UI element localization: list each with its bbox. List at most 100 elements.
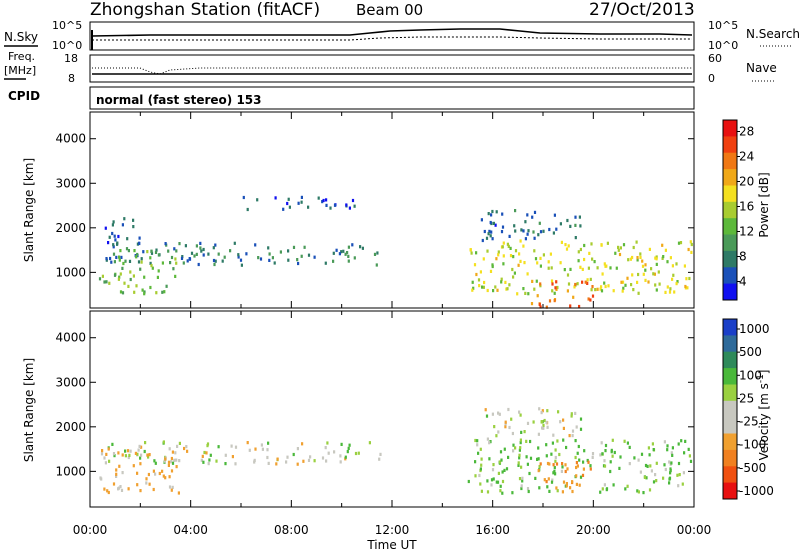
echo-cell [178,459,181,463]
ytick-label-2: 3000 [55,375,86,389]
echo-cell [644,268,647,272]
echo-cell [578,483,581,487]
echo-cell [604,264,607,268]
echo-cell [600,285,603,289]
echo-cell [579,475,583,479]
echo-cell [574,282,577,287]
echo-cell [664,467,667,472]
echo-cell [346,450,349,454]
echo-cell [224,453,227,457]
echo-cell [624,283,627,287]
echo-cell [631,273,634,277]
echo-cell [543,478,546,482]
echo-cell [575,465,578,470]
echo-cell [628,445,631,449]
echo-cell [261,447,264,451]
echo-cell [267,246,270,250]
echo-cell [652,272,655,276]
echo-cell [531,279,534,283]
echo-cell [121,291,125,295]
echo-cell [162,474,165,478]
echo-cell [671,446,674,450]
echo-cell [118,258,121,262]
echo-cell [514,446,517,450]
echo-cell [188,257,192,261]
echo-cell [134,451,137,455]
echo-cell [114,238,117,242]
echo-cell [132,464,135,468]
echo-cell [474,474,477,478]
echo-cell [491,237,494,241]
echo-cell [607,284,610,288]
echo-cell [603,262,606,266]
echo-cell [604,284,607,289]
echo-cell [99,476,102,480]
echo-cell [650,267,653,271]
echo-cell [183,446,186,451]
echo-cell [317,196,320,200]
echo-cell [178,441,181,445]
echo-cell [502,254,505,258]
echo-cell [329,206,332,210]
echo-cell [170,460,173,464]
echo-cell [347,245,350,249]
echo-cell [536,457,539,461]
echo-cell [517,463,520,467]
echo-cell [637,490,640,494]
echo-cell [100,452,104,456]
cpid-value: normal (fast stereo) 153 [96,93,262,107]
echo-cell [641,264,645,268]
echo-cell [475,251,478,255]
power-ylabel: Slant Range [km] [22,158,36,262]
echo-cell [577,259,580,263]
echo-cell [136,471,139,475]
echo-cell [546,425,549,429]
echo-cell [119,290,123,294]
echo-cell [275,462,278,466]
echo-cell [526,272,529,276]
echo-cell [103,280,106,284]
echo-cell [127,284,130,288]
echo-cell [347,254,350,258]
echo-cell [345,203,348,207]
echo-cell [628,462,631,466]
echo-cell [600,243,603,247]
echo-cell [470,251,473,255]
echo-cell [170,488,173,492]
echo-cell [523,430,526,434]
echo-cell [347,446,350,450]
echo-cell [535,279,538,283]
echo-cell [614,251,617,255]
echo-cell [254,447,257,451]
echo-cell [138,241,141,246]
power-echoes [98,195,693,309]
echo-cell [679,241,683,245]
echo-cell [644,278,647,282]
echo-cell [519,438,522,442]
echo-cell [521,479,524,483]
echo-cell [292,452,295,457]
echo-cell [170,469,174,473]
echo-cell [668,481,671,485]
echo-cell [518,456,521,460]
echo-cell [610,448,613,452]
echo-cell [627,258,630,262]
echo-cell [110,260,113,264]
echo-cell [545,420,548,424]
echo-cell [604,449,607,453]
echo-cell [684,284,687,289]
echo-cell [586,458,589,463]
echo-cell [274,196,277,200]
echo-cell [490,483,493,487]
colorbar-tick-label-3: 16 [739,200,754,214]
echo-cell [494,223,497,227]
echo-cell [504,420,507,424]
power-colorbar: 4 8 12 16 20 24 28 [722,119,754,301]
echo-cell [537,233,540,237]
echo-cell [538,486,541,490]
nave-label: Nave [746,61,777,75]
echo-cell [491,209,494,214]
echo-cell [571,429,575,433]
echo-cell [599,287,602,291]
